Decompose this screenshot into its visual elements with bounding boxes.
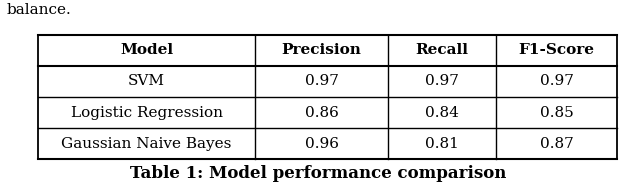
Text: Model: Model [120, 43, 173, 57]
Text: 0.84: 0.84 [425, 106, 459, 120]
Text: Recall: Recall [415, 43, 469, 57]
Text: Logistic Regression: Logistic Regression [71, 106, 223, 120]
Text: balance.: balance. [6, 3, 71, 17]
Text: 0.97: 0.97 [540, 74, 574, 88]
Text: 0.81: 0.81 [425, 137, 459, 151]
Text: 0.97: 0.97 [425, 74, 459, 88]
Text: Precision: Precision [282, 43, 361, 57]
Text: 0.86: 0.86 [305, 106, 338, 120]
Text: F1-Score: F1-Score [518, 43, 595, 57]
Text: 0.96: 0.96 [305, 137, 338, 151]
Text: Table 1: Model performance comparison: Table 1: Model performance comparison [130, 165, 506, 182]
Text: Gaussian Naive Bayes: Gaussian Naive Bayes [62, 137, 232, 151]
Text: 0.87: 0.87 [540, 137, 574, 151]
Text: SVM: SVM [128, 74, 165, 88]
Text: 0.97: 0.97 [305, 74, 338, 88]
Text: 0.85: 0.85 [540, 106, 574, 120]
